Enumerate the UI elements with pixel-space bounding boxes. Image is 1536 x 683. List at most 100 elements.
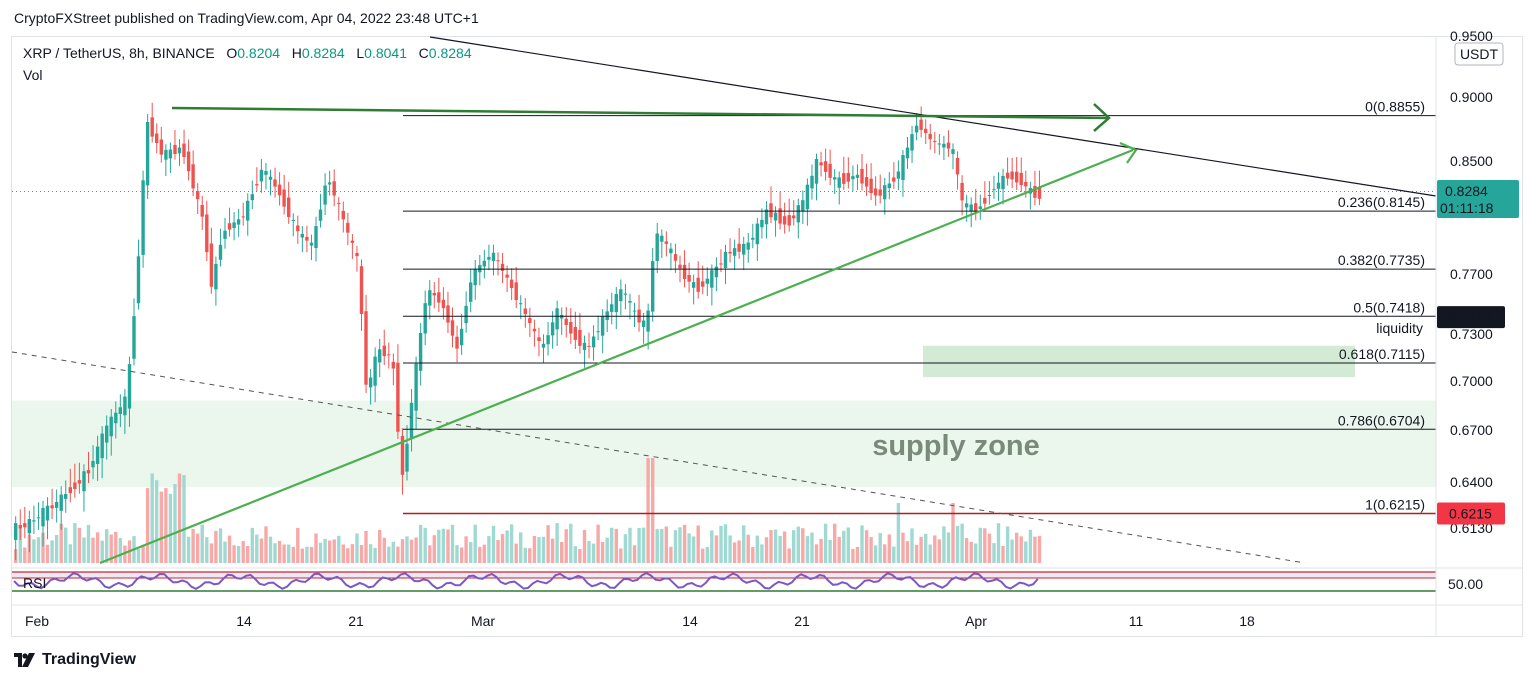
rsi-axis-value: 50.00: [1448, 576, 1483, 592]
candle-body: [801, 200, 805, 212]
candle-body: [992, 189, 996, 191]
volume-bar: [773, 529, 778, 563]
dashed-trendline[interactable]: [11, 351, 1306, 564]
volume-bar: [842, 530, 846, 563]
candle-body: [182, 143, 186, 157]
candle-body: [746, 242, 750, 250]
candle-body: [136, 256, 141, 304]
volume-bar: [560, 542, 564, 563]
volume-bar: [123, 545, 127, 563]
candle-body: [45, 505, 50, 521]
volume-bar: [82, 537, 86, 563]
candle-body: [833, 177, 837, 180]
volume-bar: [1010, 539, 1014, 563]
volume-bar: [792, 530, 796, 563]
volume-bar: [883, 544, 887, 563]
volume-bar: [755, 535, 759, 563]
candle-body: [810, 175, 814, 189]
supply-zone-band: [12, 400, 1436, 488]
candle-body: [851, 176, 855, 180]
volume-bar: [600, 542, 605, 563]
volume-bar: [309, 547, 314, 563]
volume-bar: [145, 488, 150, 563]
last-price-countdown: 01:11:18: [1440, 200, 1494, 216]
volume-bar: [537, 537, 541, 563]
volume-bar: [446, 529, 450, 563]
currency-badge[interactable]: [1454, 42, 1504, 66]
candle-body: [387, 354, 391, 356]
horizontal-resistance-line[interactable]: [171, 106, 1109, 120]
currency-label: USDT: [1460, 46, 1499, 62]
volume-label[interactable]: Vol: [23, 67, 43, 83]
candle-body: [619, 289, 623, 302]
volume-bar: [751, 547, 755, 563]
candle-body: [855, 174, 860, 178]
candle-body: [36, 517, 41, 519]
volume-bar: [541, 536, 546, 563]
x-tick-label: 14: [682, 613, 698, 629]
volume-bar: [701, 548, 705, 563]
candle-body: [186, 151, 191, 172]
volume-bar: [337, 535, 341, 563]
candle-body: [337, 202, 341, 204]
volume-bar: [291, 546, 295, 563]
x-tick-label: 21: [348, 613, 364, 629]
volume-bar: [509, 524, 514, 563]
candle-body: [928, 133, 932, 140]
candle-body: [614, 294, 618, 312]
candle-body: [446, 305, 450, 323]
candle-body: [983, 197, 987, 204]
volume-bar: [946, 532, 951, 563]
candle-body: [41, 507, 45, 527]
volume-bar: [569, 523, 573, 563]
candle-body: [378, 349, 382, 363]
volume-bar: [173, 484, 177, 563]
candle-body: [887, 183, 891, 189]
volume-bar: [746, 534, 750, 563]
rsi-line[interactable]: [13, 571, 1039, 591]
volume-bar: [610, 527, 614, 563]
candle-body: [400, 435, 405, 475]
candle-body: [323, 185, 327, 205]
candle-body: [437, 292, 441, 303]
volume-bar: [91, 537, 95, 563]
volume-bar: [18, 525, 22, 563]
last-price-badge: [1437, 180, 1519, 218]
candle-body: [1033, 186, 1037, 198]
symbol-label[interactable]: XRP / TetherUS, 8h, BINANCE: [23, 45, 215, 61]
volume-bar: [100, 540, 104, 563]
tradingview-logo[interactable]: TradingView: [14, 651, 136, 669]
candle-body: [332, 181, 336, 196]
volume-bar: [942, 526, 946, 563]
candle-body: [50, 505, 54, 509]
volume-bar: [532, 536, 537, 563]
candle-body: [268, 176, 273, 180]
last-price-value: 0.8284: [1445, 183, 1488, 199]
candle-body: [423, 303, 427, 334]
x-tick-label: 14: [236, 613, 252, 629]
volume-bar: [646, 458, 650, 563]
candle-body: [591, 336, 596, 348]
candle-body: [710, 270, 714, 288]
candle-body: [118, 407, 122, 414]
volume-bar: [64, 527, 68, 563]
volume-bar: [159, 491, 163, 563]
volume-bar: [141, 544, 145, 563]
volume-bar: [687, 533, 691, 563]
close-label: C: [418, 45, 429, 61]
candle-body: [327, 182, 332, 185]
volume-bar: [473, 524, 477, 563]
volume-bar: [632, 545, 637, 563]
volume-bar: [1019, 536, 1023, 563]
candle-body: [528, 318, 532, 324]
volume-bar: [873, 545, 878, 563]
candle-body: [18, 525, 22, 529]
ascending-trendline[interactable]: [99, 148, 1134, 565]
volume-bar: [296, 527, 300, 563]
resistance-arrow-head: [1093, 103, 1111, 132]
volume-bar: [978, 527, 982, 563]
candle-body: [523, 308, 527, 315]
fib-level-label: 0.786(0.6704): [1338, 412, 1425, 428]
volume-bar: [887, 534, 891, 563]
